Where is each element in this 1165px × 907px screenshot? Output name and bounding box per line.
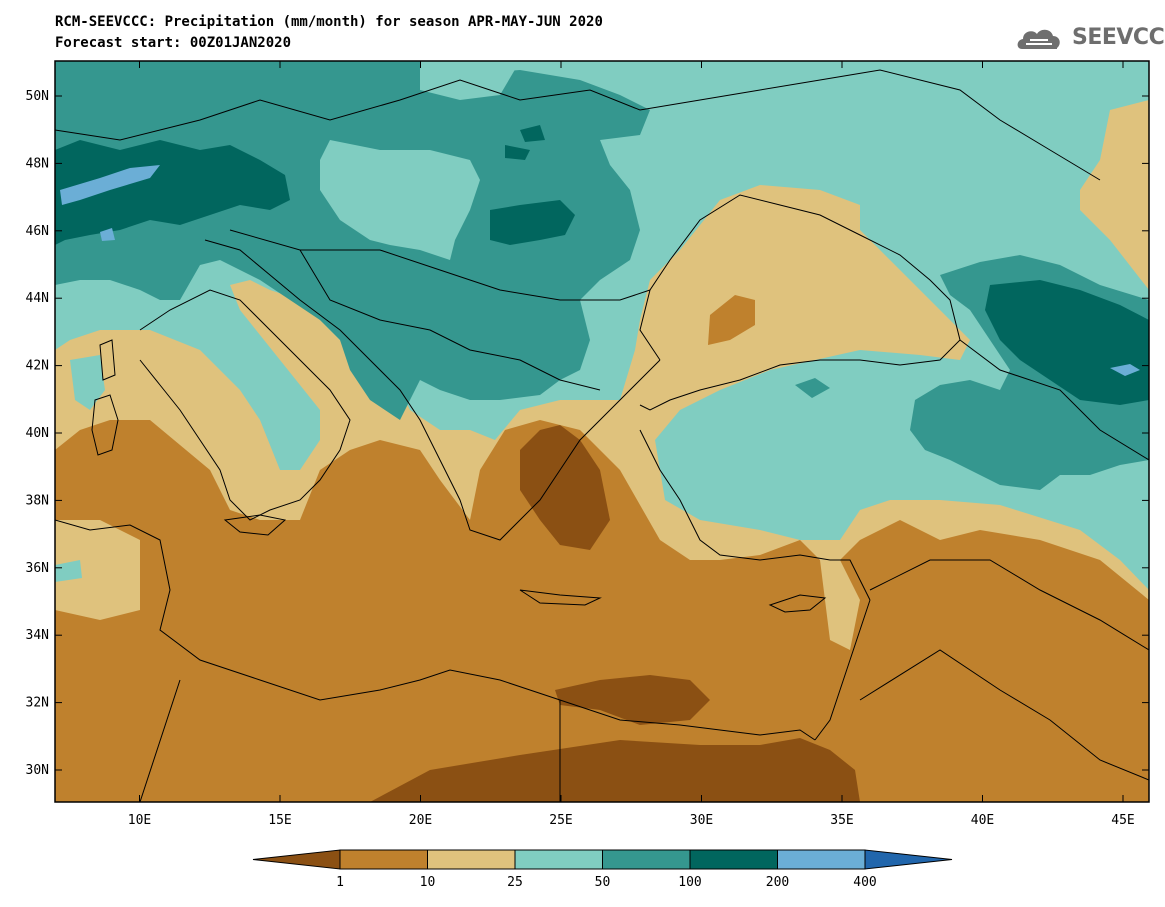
field-200-400-b: [100, 228, 115, 241]
lat-label: 44N: [26, 291, 49, 306]
sicily: [223, 514, 287, 536]
lat-label: 34N: [26, 628, 49, 643]
coastline-balkan: [204, 239, 661, 541]
border-arabia: [859, 649, 1149, 781]
colorbar-tick-label: 200: [766, 875, 789, 890]
colorbar-tick-label: 400: [853, 875, 876, 890]
lat-label: 50N: [26, 89, 49, 104]
field-lt1-libya: [555, 675, 710, 725]
lon-label: 10E: [128, 813, 151, 828]
cyprus: [768, 594, 827, 613]
border-algeria-libya: [139, 679, 181, 802]
field-100-200-carp2: [520, 125, 545, 142]
colorbar-segment-above-max: [864, 849, 953, 870]
precipitation-field: [55, 61, 1149, 802]
lat-label: 30N: [26, 763, 49, 778]
field-100-200-east: [985, 280, 1149, 405]
lon-label: 20E: [409, 813, 432, 828]
border-turkey-east: [959, 339, 1149, 461]
logo-text: SEEVCCC: [1072, 25, 1165, 50]
seevccc-logo-cloud-icon: [1017, 29, 1060, 49]
field-200-400-a: [60, 165, 160, 205]
sardinia: [91, 394, 119, 456]
lat-label: 38N: [26, 493, 49, 508]
colorbar-segment: [339, 849, 428, 870]
coastlines-borders: [55, 69, 1149, 802]
colorbar-segment: [689, 849, 778, 870]
colorbar-segment: [427, 849, 516, 870]
lon-label: 15E: [268, 813, 291, 828]
border-balkan: [299, 249, 601, 391]
coastline-italy: [139, 289, 351, 521]
coastline-africa: [55, 519, 816, 741]
border-north: [55, 69, 1101, 181]
colorbar-tick-label: 100: [678, 875, 701, 890]
lon-label: 25E: [549, 813, 572, 828]
colorbar-segment-below-min: [252, 849, 341, 870]
lon-label: 35E: [830, 813, 853, 828]
lon-label: 30E: [690, 813, 713, 828]
colorbar-legend: 1 10 25 50 100 200 400: [252, 849, 953, 890]
lon-label: 40E: [971, 813, 994, 828]
lat-label: 42N: [26, 359, 49, 374]
corsica: [99, 339, 116, 381]
field-50-100-turkey: [795, 378, 830, 398]
border-mid: [229, 229, 651, 301]
field-25-50-sw: [55, 560, 82, 582]
field-100-200-alps: [55, 140, 290, 245]
colorbar-tick-label: 10: [420, 875, 436, 890]
chart-title: RCM-SEEVCCC: Precipitation (mm/month) fo…: [55, 14, 603, 30]
field-200-400-east: [1110, 364, 1140, 376]
longitude-axis: 10E 15E 20E 25E 30E 35E 40E 45E: [128, 61, 1135, 828]
field-10-25-west: [55, 520, 140, 620]
coastline-levant: [814, 599, 871, 741]
field-100-200-carp3: [505, 145, 530, 160]
colorbar-tick-label: 1: [336, 875, 344, 890]
field-lt1-greece-sea: [520, 425, 610, 550]
lat-label: 40N: [26, 426, 49, 441]
field-25-50-alps-gap: [420, 61, 520, 100]
field-1-10-blacksea: [708, 295, 755, 345]
field-25-50-hungary: [320, 140, 480, 260]
field-100-200-carpathians: [490, 200, 575, 245]
field-25-50-west: [70, 355, 105, 410]
field-lt1-egypt: [370, 738, 860, 802]
coastline-blacksea: [639, 194, 961, 411]
colorbar-tick-label: 25: [507, 875, 523, 890]
border-mideast: [869, 559, 1149, 651]
latitude-axis: 50N 48N 46N 44N 42N 40N 38N 36N 34N 32N 30N: [26, 89, 1149, 778]
map-frame: [54, 60, 1150, 803]
lat-label: 48N: [26, 156, 49, 171]
colorbar-segment: [514, 849, 603, 870]
coastline-turkey-south: [639, 429, 871, 601]
lon-label: 45E: [1111, 813, 1134, 828]
colorbar-tick-label: 50: [595, 875, 611, 890]
forecast-start-label: Forecast start: 00Z01JAN2020: [55, 35, 292, 51]
lat-label: 46N: [26, 224, 49, 239]
colorbar-segment: [777, 849, 866, 870]
colorbar-segment: [602, 849, 691, 870]
crete: [519, 589, 602, 606]
lat-label: 32N: [26, 696, 49, 711]
lat-label: 36N: [26, 561, 49, 576]
